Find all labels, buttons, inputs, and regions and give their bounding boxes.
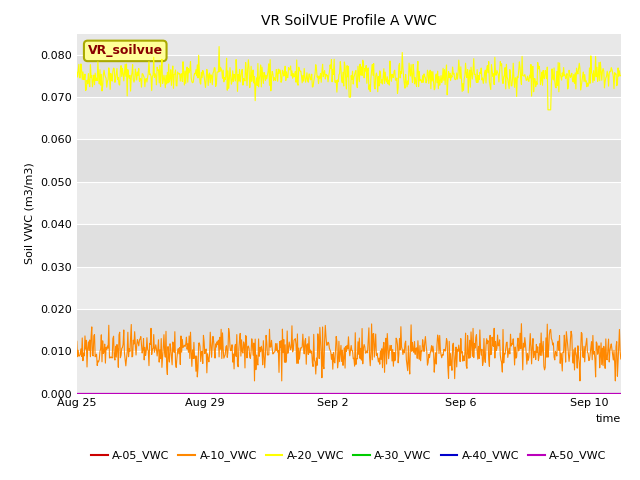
Bar — [77, 55, 621, 97]
Y-axis label: Soil VWC (m3/m3): Soil VWC (m3/m3) — [24, 163, 35, 264]
Legend: A-05_VWC, A-10_VWC, A-20_VWC, A-30_VWC, A-40_VWC, A-50_VWC: A-05_VWC, A-10_VWC, A-20_VWC, A-30_VWC, … — [86, 446, 611, 466]
Text: VR_soilvue: VR_soilvue — [88, 44, 163, 58]
Bar — [77, 224, 621, 266]
Bar — [77, 351, 621, 394]
Bar — [77, 97, 621, 140]
X-axis label: time: time — [596, 414, 621, 424]
Bar — [77, 266, 621, 309]
Title: VR SoilVUE Profile A VWC: VR SoilVUE Profile A VWC — [261, 14, 436, 28]
Bar — [77, 309, 621, 351]
Bar — [77, 140, 621, 182]
Bar — [77, 182, 621, 224]
